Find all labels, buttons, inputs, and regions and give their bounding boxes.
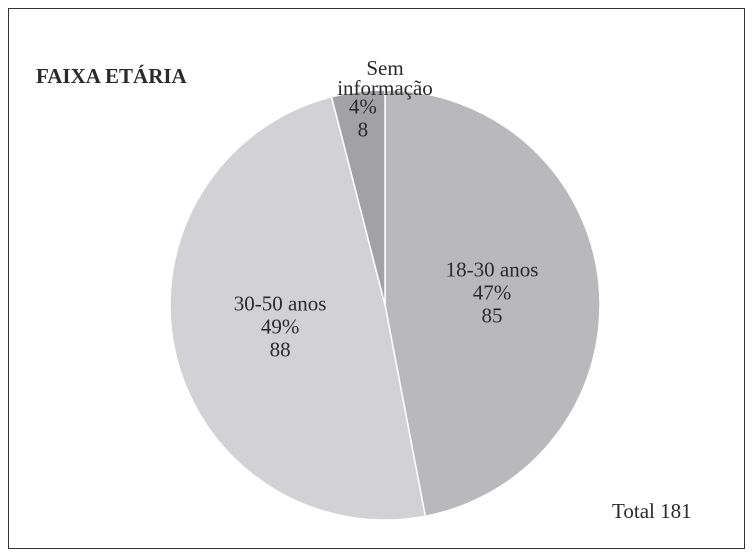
category-label: Sem informação	[337, 56, 433, 100]
category-label: 18-30 anos	[446, 258, 539, 282]
pct-label: 47%	[473, 281, 512, 305]
pct-label: 4%	[349, 94, 377, 118]
pie-slice	[384, 89, 601, 518]
category-label: 30-50 anos	[234, 291, 327, 315]
count-label: 8	[358, 117, 369, 141]
count-label: 85	[482, 304, 503, 328]
chart-title: FAIXA ETÁRIA	[36, 64, 188, 88]
total-annotation: Total 181	[612, 499, 692, 523]
frame	[8, 8, 745, 549]
count-label: 88	[270, 337, 291, 361]
pie-slice	[169, 95, 427, 521]
pie-slice	[330, 89, 386, 306]
pct-label: 49%	[261, 314, 300, 338]
